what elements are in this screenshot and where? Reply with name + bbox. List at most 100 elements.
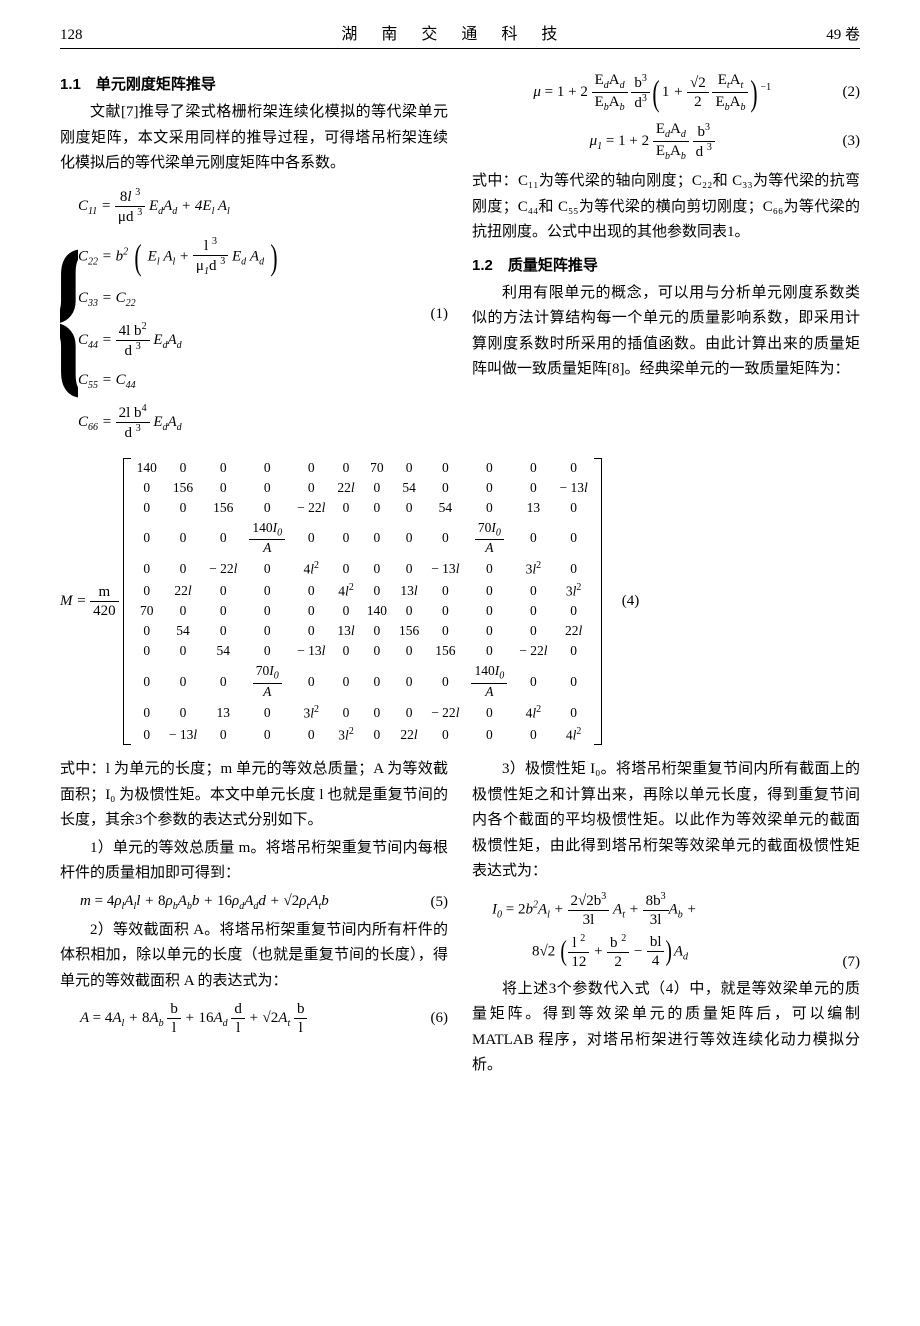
matrix-cell: 22l <box>553 621 593 641</box>
matrix-cell: 0 <box>425 478 465 498</box>
section-1-1-para: 文献[7]推导了梁式格栅桁架连续化模拟的等代梁单元刚度矩阵，本文采用同样的推导过… <box>60 100 448 177</box>
matrix-cell: 0 <box>553 661 593 702</box>
matrix-cell: 3l2 <box>331 724 360 746</box>
matrix-cell: 0 <box>203 580 243 602</box>
matrix-cell: 0 <box>243 478 291 498</box>
matrix-cell: 0 <box>331 458 360 478</box>
matrix-cell: 4l2 <box>291 558 331 580</box>
mass-matrix: 140000007000000015600022l054000− 13l0015… <box>131 458 594 746</box>
matrix-cell: 54 <box>425 498 465 518</box>
matrix-cell: 0 <box>513 478 553 498</box>
matrix-cell: − 13l <box>291 641 331 661</box>
section-1-2-title: 1.2 质量矩阵推导 <box>472 254 860 275</box>
matrix-cell: 0 <box>513 518 553 559</box>
matrix-cell: 0 <box>465 641 513 661</box>
matrix-cell: 0 <box>163 498 203 518</box>
matrix-cell: 0 <box>361 661 393 702</box>
bottom-left-col: 式中：l 为单元的长度；m 单元的等效总质量；A 为等效截面积；I₀ 为极惯性矩… <box>60 757 448 1081</box>
matrix-cell: − 22l <box>203 558 243 580</box>
eq1-c44: C44 = 4l b2d 3 EdAd <box>78 319 280 362</box>
matrix-cell: 0 <box>291 621 331 641</box>
matrix-cell: 0 <box>465 558 513 580</box>
matrix-cell: 13l <box>393 580 425 602</box>
matrix-cell: 0 <box>393 661 425 702</box>
matrix-cell: 0 <box>331 558 360 580</box>
matrix-cell: 0 <box>513 724 553 746</box>
matrix-cell: 0 <box>131 498 163 518</box>
eq1-c33: C33 = C22 <box>78 286 280 313</box>
matrix-cell: 0 <box>393 702 425 724</box>
matrix-cell: 0 <box>361 580 393 602</box>
matrix-cell: 140 <box>361 601 393 621</box>
eq1-c11: C11 = 8l 3μd 3 EdAd + 4El Al <box>78 185 280 228</box>
matrix-cell: 0 <box>425 518 465 559</box>
matrix-cell: 70I0A <box>465 518 513 559</box>
matrix-cell: 0 <box>131 478 163 498</box>
matrix-cell: 0 <box>425 580 465 602</box>
eq4-number: (4) <box>602 593 640 610</box>
matrix-cell: 0 <box>513 661 553 702</box>
matrix-cell: 0 <box>361 621 393 641</box>
matrix-cell: 13 <box>203 702 243 724</box>
matrix-cell: 3l2 <box>553 580 593 602</box>
equation-1-group: { C11 = 8l 3μd 3 EdAd + 4El Al C22 = b2 … <box>60 179 448 450</box>
matrix-cell: 0 <box>361 478 393 498</box>
bottom-columns: 式中：l 为单元的长度；m 单元的等效总质量；A 为等效截面积；I₀ 为极惯性矩… <box>60 757 860 1081</box>
matrix-cell: 0 <box>331 498 360 518</box>
matrix-cell: 0 <box>291 518 331 559</box>
matrix-cell: 70 <box>361 458 393 478</box>
matrix-cell: 156 <box>393 621 425 641</box>
matrix-cell: 0 <box>393 498 425 518</box>
matrix-cell: 4l2 <box>553 724 593 746</box>
bottom-right-col: 3）极惯性矩 I₀。将塔吊桁架重复节间内所有截面上的极惯性矩之和计算出来，再除以… <box>472 757 860 1081</box>
matrix-cell: 3l2 <box>291 702 331 724</box>
equation-6: A = 4Al + 8Ab bl + 16Ad dl + √2At bl (6) <box>60 1000 448 1037</box>
matrix-cell: 0 <box>425 724 465 746</box>
matrix-cell: 0 <box>243 580 291 602</box>
eq1-c22: C22 = b2 ( El Al + l 3μ1d 3 Ed Ad ) <box>78 234 280 280</box>
matrix-cell: 4l2 <box>513 702 553 724</box>
matrix-cell: 0 <box>291 580 331 602</box>
matrix-cell: 70 <box>131 601 163 621</box>
matrix-right-bracket <box>594 458 602 746</box>
matrix-cell: 0 <box>513 621 553 641</box>
matrix-left-bracket <box>123 458 131 746</box>
eq6-number: (6) <box>421 1010 449 1027</box>
matrix-cell: 156 <box>203 498 243 518</box>
matrix-cell: 0 <box>203 724 243 746</box>
matrix-cell: 4l2 <box>331 580 360 602</box>
matrix-cell: 0 <box>465 724 513 746</box>
matrix-cell: 0 <box>203 661 243 702</box>
matrix-cell: 0 <box>393 558 425 580</box>
matrix-cell: 54 <box>163 621 203 641</box>
equation-5: m = 4ρlAll + 8ρbAbb + 16ρdAdd + √2ρtAtb … <box>60 893 448 912</box>
matrix-cell: 0 <box>465 478 513 498</box>
matrix-cell: 0 <box>291 724 331 746</box>
matrix-cell: 0 <box>203 518 243 559</box>
matrix-cell: 0 <box>163 601 203 621</box>
matrix-cell: 0 <box>203 621 243 641</box>
matrix-cell: 0 <box>131 661 163 702</box>
matrix-cell: 140I0A <box>243 518 291 559</box>
matrix-cell: 0 <box>393 518 425 559</box>
eq1-number: (1) <box>421 306 449 323</box>
matrix-cell: 70I0A <box>243 661 291 702</box>
eq7-number: (7) <box>833 954 861 971</box>
matrix-cell: 22l <box>393 724 425 746</box>
eq1-c55: C55 = C44 <box>78 368 280 395</box>
matrix-cell: 0 <box>163 558 203 580</box>
matrix-cell: 0 <box>131 724 163 746</box>
matrix-cell: − 22l <box>513 641 553 661</box>
page-header: 128 湖 南 交 通 科 技 49 卷 <box>60 20 860 49</box>
equation-4-block: M = m420 140000007000000015600022l054000… <box>60 458 860 746</box>
mass-matrix-explain: 式中：l 为单元的长度；m 单元的等效总质量；A 为等效截面积；I₀ 为极惯性矩… <box>60 757 448 834</box>
journal-title: 湖 南 交 通 科 技 <box>83 20 827 44</box>
matrix-cell: 0 <box>465 580 513 602</box>
matrix-cell: 0 <box>361 518 393 559</box>
eq4-factor-den: 420 <box>93 603 116 619</box>
matrix-cell: 0 <box>203 458 243 478</box>
matrix-cell: 0 <box>131 518 163 559</box>
volume-label: 49 卷 <box>826 23 860 44</box>
matrix-cell: 0 <box>361 498 393 518</box>
final-para: 将上述3个参数代入式（4）中，就是等效梁单元的质量矩阵。得到等效梁单元的质量矩阵… <box>472 977 860 1079</box>
